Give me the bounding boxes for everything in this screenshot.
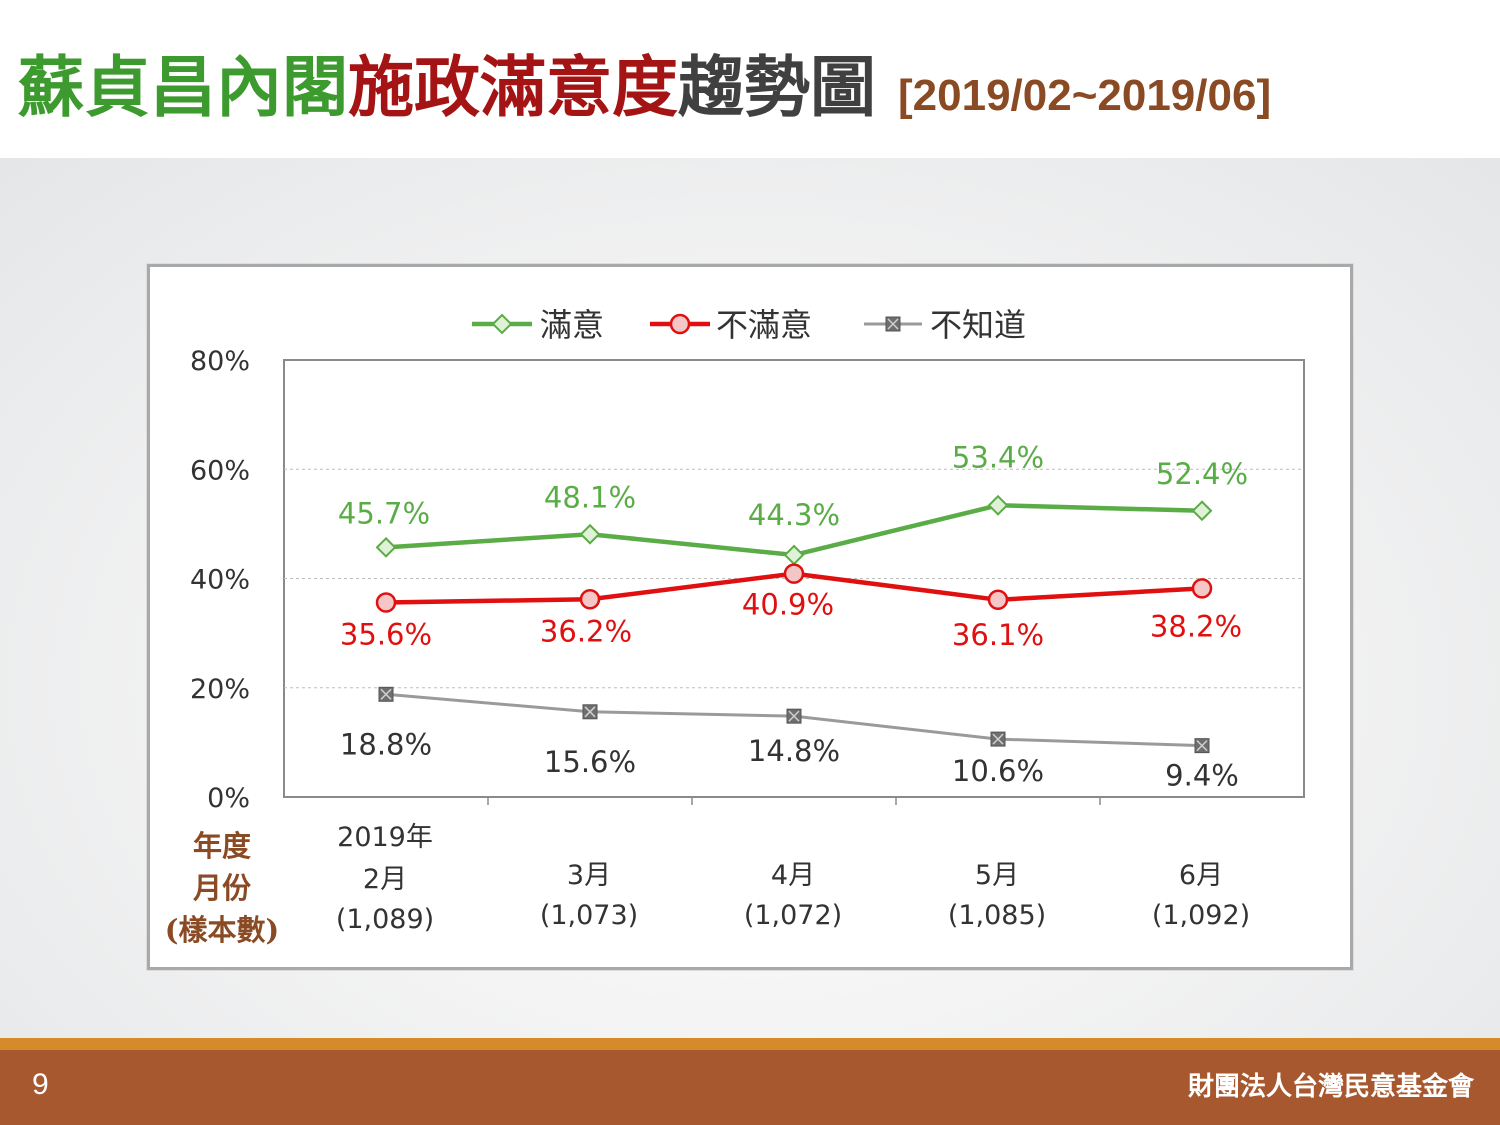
x-category-month: 5月 <box>975 860 1019 891</box>
legend-marker-0 <box>491 313 513 335</box>
x-category-sample: (1,072) <box>744 900 842 931</box>
series-marker-2-cross <box>992 733 1004 745</box>
x-category-sample: (1,085) <box>948 900 1046 931</box>
series-marker-1 <box>1191 578 1213 599</box>
title-part-satisfaction: 施政滿意度 <box>348 49 678 126</box>
x-category-month: 6月 <box>1179 860 1223 891</box>
y-tick-label: 0% <box>207 783 250 814</box>
title-bar: 蘇貞昌內閣施政滿意度趨勢圖 [2019/02~2019/06] <box>0 0 1500 158</box>
y-tick-label: 60% <box>190 455 250 486</box>
x-axis-title-line: (樣本數) <box>165 913 279 947</box>
data-label-1: 36.1% <box>952 618 1044 652</box>
series-marker-1 <box>375 592 397 613</box>
footer-bar <box>0 1050 1500 1125</box>
series-marker-2-cross <box>1196 740 1208 752</box>
series-marker-2-cross <box>380 688 392 700</box>
organization-name: 財團法人台灣民意基金會 <box>1187 1072 1474 1102</box>
series-marker-0 <box>375 536 397 558</box>
x-category-month: 2月 <box>363 864 407 895</box>
data-label-1: 35.6% <box>340 618 432 652</box>
data-label-0: 45.7% <box>338 496 430 530</box>
y-tick-label: 20% <box>190 674 250 705</box>
legend-label-0: 滿意 <box>540 306 604 344</box>
series-marker-2-cross <box>788 710 800 722</box>
series-marker-1 <box>579 589 601 610</box>
series-marker-1 <box>987 589 1009 611</box>
page-number: 9 <box>32 1068 49 1101</box>
x-category-sample: (1,092) <box>1152 900 1250 931</box>
data-label-1: 40.9% <box>742 588 834 622</box>
x-category-sample: (1,073) <box>540 900 638 931</box>
legend-marker-2-cross <box>887 318 899 330</box>
data-label-2: 9.4% <box>1165 759 1239 793</box>
page-title: 蘇貞昌內閣施政滿意度趨勢圖 [2019/02~2019/06] <box>18 48 1271 136</box>
x-category-month: 3月 <box>567 860 611 891</box>
x-axis-title-line: 月份 <box>192 871 251 905</box>
series-marker-0 <box>1191 500 1213 522</box>
legend-label-2: 不知道 <box>930 306 1026 344</box>
data-label-1: 38.2% <box>1150 609 1242 643</box>
data-label-0: 44.3% <box>748 498 840 532</box>
data-label-0: 48.1% <box>544 480 636 514</box>
series-marker-0 <box>987 494 1009 516</box>
x-category-sample: (1,089) <box>336 904 434 935</box>
data-label-0: 53.4% <box>952 440 1044 474</box>
legend-label-1: 不滿意 <box>716 306 812 344</box>
x-category-year: 2019年 <box>337 822 433 853</box>
data-label-1: 36.2% <box>540 614 632 648</box>
series-marker-2-cross <box>584 706 596 718</box>
data-label-2: 14.8% <box>748 734 840 768</box>
data-label-2: 15.6% <box>544 745 636 779</box>
series-marker-0 <box>579 523 601 545</box>
y-tick-label: 80% <box>190 346 250 377</box>
title-part-trend: 趨勢圖 <box>678 49 876 126</box>
data-label-2: 18.8% <box>340 727 432 761</box>
x-axis-title-line: 年度 <box>193 829 251 863</box>
data-label-0: 52.4% <box>1156 457 1248 491</box>
series-marker-1 <box>783 563 805 584</box>
x-category-month: 4月 <box>771 860 815 891</box>
title-date-range: [2019/02~2019/06] <box>898 71 1272 120</box>
footer-accent-line <box>0 1038 1500 1050</box>
title-part-cabinet: 蘇貞昌內閣 <box>18 49 348 126</box>
y-tick-label: 40% <box>190 565 250 596</box>
legend-marker-1 <box>669 313 691 335</box>
data-label-2: 10.6% <box>952 754 1044 788</box>
